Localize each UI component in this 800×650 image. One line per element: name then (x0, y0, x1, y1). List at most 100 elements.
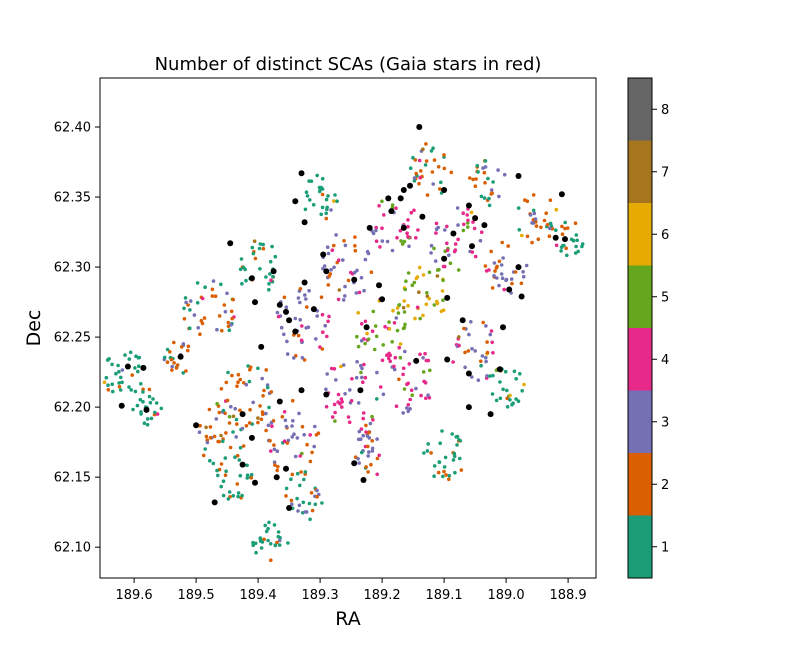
data-point (395, 328, 400, 333)
data-point (487, 196, 491, 201)
data-point (199, 318, 204, 323)
y-tick-label: 62.25 (54, 331, 91, 346)
data-point (445, 248, 450, 253)
data-point (353, 235, 357, 239)
data-point (198, 332, 202, 337)
data-point (325, 245, 330, 249)
data-point (347, 420, 352, 425)
gaia-star (465, 404, 472, 411)
data-point (441, 474, 445, 479)
data-point (269, 278, 273, 283)
data-point (497, 194, 501, 199)
data-point (148, 400, 153, 405)
data-point (182, 317, 187, 321)
data-point (219, 484, 223, 489)
data-point (462, 326, 466, 331)
data-point (334, 378, 338, 382)
data-point (387, 327, 392, 331)
data-point (127, 385, 131, 389)
data-point (484, 324, 488, 328)
data-point (554, 207, 559, 212)
data-point (241, 265, 246, 270)
data-point (419, 393, 423, 398)
data-point (260, 540, 265, 544)
data-point (235, 482, 240, 486)
data-point (441, 278, 445, 283)
data-point (402, 299, 407, 303)
data-point (457, 335, 461, 339)
data-point (413, 158, 418, 162)
data-point (369, 270, 374, 275)
gaia-star (239, 411, 246, 418)
data-point (483, 181, 487, 185)
data-point (138, 397, 143, 402)
data-point (273, 463, 277, 467)
data-point (516, 206, 521, 210)
data-point (219, 433, 223, 438)
data-point (380, 226, 384, 230)
data-point (509, 277, 514, 281)
gaia-star (298, 170, 305, 177)
data-point (394, 206, 398, 210)
data-point (182, 306, 186, 311)
gaia-star (323, 391, 330, 398)
gaia-star (118, 402, 125, 409)
data-point (324, 387, 328, 392)
data-point (267, 282, 271, 286)
x-tick-label: 189.2 (363, 588, 400, 603)
colorbar: 1 2 3 4 5 6 7 8 (627, 77, 669, 579)
data-point (521, 270, 525, 274)
data-point (326, 283, 331, 287)
data-point (563, 220, 567, 225)
colorbar-tick-label: 4 (661, 353, 669, 368)
gaia-star (469, 243, 475, 250)
data-point (275, 468, 280, 473)
data-point (335, 199, 339, 203)
gaia-star (292, 328, 299, 335)
data-point (217, 314, 222, 318)
data-point (539, 225, 543, 230)
data-point (414, 236, 418, 240)
data-point (252, 239, 257, 243)
data-point (332, 402, 337, 407)
data-point (268, 259, 273, 264)
data-point (451, 458, 456, 462)
data-point (326, 194, 330, 198)
y-axis: 62.10 62.15 62.20 62.25 62.30 62.35 62.40 (54, 121, 100, 556)
data-point (359, 338, 364, 343)
data-point (316, 431, 321, 436)
gaia-star (258, 343, 265, 350)
data-point (153, 410, 157, 415)
data-point (213, 294, 218, 299)
colorbar-tick-label: 3 (661, 415, 669, 430)
data-point (104, 375, 109, 380)
data-point (465, 221, 470, 225)
y-tick-label: 62.30 (54, 261, 91, 276)
data-point (197, 430, 202, 435)
y-axis-label: Dec (23, 310, 45, 347)
data-point (159, 406, 164, 411)
data-point (475, 163, 480, 168)
data-point (401, 305, 406, 310)
data-point (208, 436, 213, 440)
data-point (361, 380, 365, 385)
data-point (574, 233, 579, 237)
data-point (370, 439, 375, 443)
data-point (385, 239, 390, 244)
data-point (298, 287, 303, 291)
data-point (372, 347, 377, 352)
data-point (493, 269, 497, 273)
data-point (139, 382, 143, 386)
data-point (305, 305, 309, 309)
data-point (226, 497, 231, 501)
data-point (429, 243, 434, 248)
data-point (574, 244, 578, 249)
data-point (149, 416, 154, 421)
data-point (282, 439, 287, 444)
data-point (349, 399, 354, 403)
data-point (309, 179, 314, 183)
data-point (128, 350, 133, 355)
data-point (107, 357, 111, 361)
data-point (422, 451, 426, 455)
